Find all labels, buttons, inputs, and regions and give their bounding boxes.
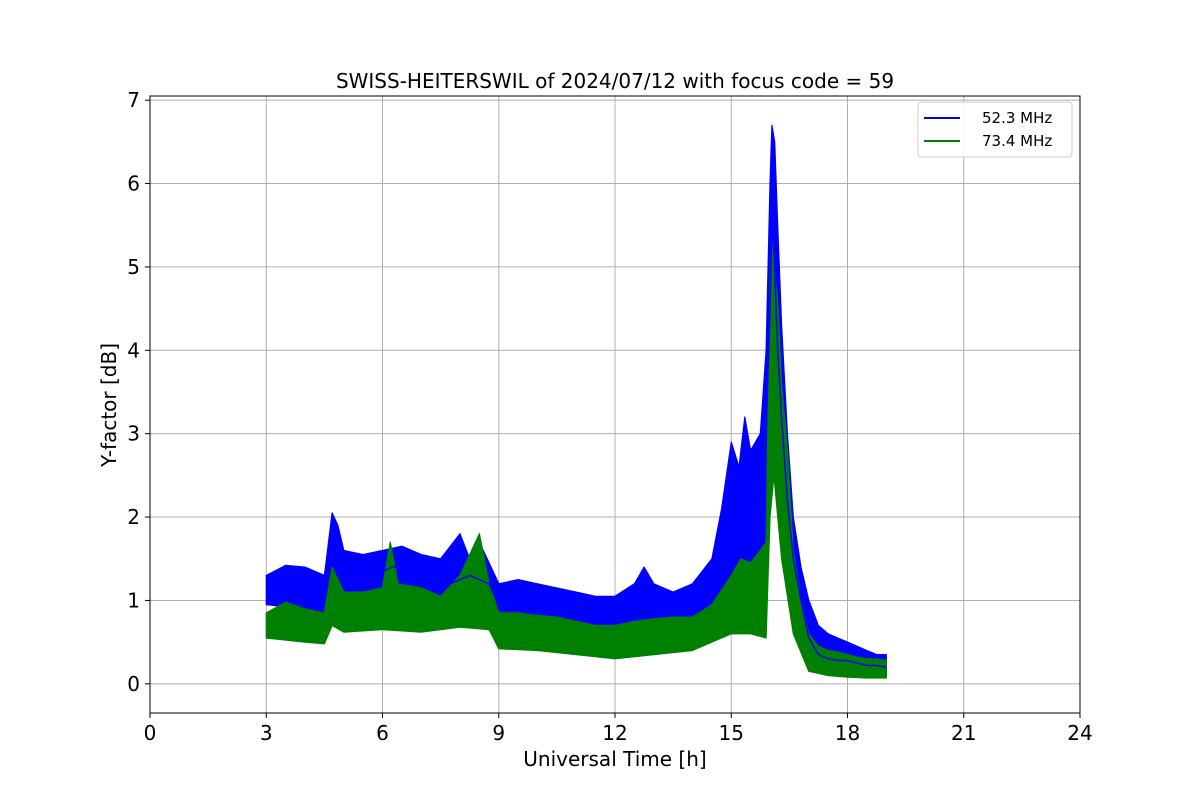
y-tick-label: 3 <box>127 422 140 446</box>
x-tick-label: 12 <box>602 721 627 745</box>
x-tick-label: 6 <box>376 721 389 745</box>
y-tick-label: 0 <box>127 672 140 696</box>
series-band-1 <box>265 224 887 679</box>
y-tick-label: 1 <box>127 588 140 612</box>
x-tick-label: 9 <box>492 721 505 745</box>
y-tick-label: 7 <box>127 88 140 112</box>
x-tick-label: 0 <box>144 721 157 745</box>
x-tick-label: 21 <box>951 721 976 745</box>
y-tick-label: 6 <box>127 172 140 196</box>
x-tick-label: 18 <box>835 721 860 745</box>
legend-label-1: 73.4 MHz <box>982 132 1052 150</box>
legend-box <box>917 101 1073 158</box>
x-axis-label: Universal Time [h] <box>523 747 706 771</box>
legend: 52.3 MHz 73.4 MHz <box>917 101 1073 158</box>
x-tick-label: 24 <box>1067 721 1092 745</box>
x-tick-label: 15 <box>719 721 744 745</box>
legend-label-0: 52.3 MHz <box>982 109 1052 127</box>
noise-bands <box>265 124 887 679</box>
y-tick-label: 2 <box>127 505 140 529</box>
y-tick-label: 5 <box>127 255 140 279</box>
chart-title: SWISS-HEITERSWIL of 2024/07/12 with focu… <box>336 69 894 93</box>
y-tick-label: 4 <box>127 338 140 362</box>
series-line-0 <box>265 224 887 668</box>
x-tick-label: 3 <box>260 721 273 745</box>
series-lines <box>265 224 887 673</box>
y-axis-label: Y-factor [dB] <box>97 343 121 468</box>
series-line-1 <box>265 349 887 673</box>
